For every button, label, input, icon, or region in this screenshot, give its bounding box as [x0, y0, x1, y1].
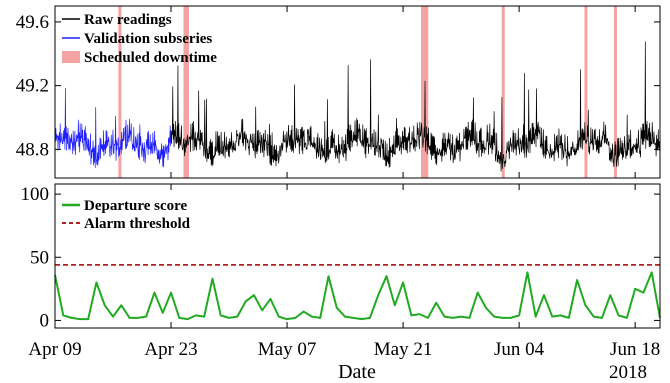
x-tick-label: Jun 04	[494, 339, 545, 360]
top-y-tick-label: 48.8	[16, 139, 49, 160]
x-tick-label: May 07	[258, 339, 317, 360]
legend-raw-label: Raw readings	[84, 12, 172, 28]
bottom-panel: 0 50 100 Departure score Alarm threshold	[21, 183, 661, 331]
top-series-lines	[54, 41, 661, 172]
downtime-band-4	[501, 6, 505, 178]
top-y-ticks: 48.8 49.2 49.6	[16, 12, 660, 160]
top-y-tick-label: 49.2	[16, 76, 49, 97]
bottom-y-tick-label: 0	[40, 310, 50, 331]
bottom-legend: Departure score Alarm threshold	[62, 198, 191, 232]
top-y-tick-label: 49.6	[16, 12, 49, 33]
x-tick-label: May 21	[374, 339, 433, 360]
x-tick-label: Jun 18	[610, 339, 660, 360]
year-label: 2018	[609, 362, 647, 383]
downtime-band-1	[118, 6, 122, 178]
x-axis-title: Date	[338, 361, 376, 383]
x-tick-label: Apr 23	[144, 339, 197, 360]
legend-downtime-label: Scheduled downtime	[84, 50, 217, 66]
downtime-band-6	[613, 6, 617, 178]
bottom-plot-frame	[54, 183, 661, 329]
validation-series-line	[54, 87, 172, 168]
legend-validation-label: Validation subseries	[84, 31, 212, 47]
x-tick-labels: Apr 09 Apr 23 May 07 May 21 Jun 04 Jun 18	[28, 339, 660, 360]
downtime-band-5	[584, 6, 588, 178]
x-tick-label: Apr 09	[28, 339, 81, 360]
departure-score-line	[54, 271, 661, 321]
bottom-series-lines	[54, 263, 661, 321]
top-legend: Raw readings Validation subseries Schedu…	[62, 12, 217, 66]
top-x-ticks	[54, 6, 636, 178]
bottom-y-ticks: 0 50 100	[21, 184, 660, 331]
legend-departure-label: Departure score	[84, 198, 188, 214]
bottom-y-tick-label: 100	[21, 184, 50, 205]
top-panel: 48.8 49.2 49.6 Raw readings Validation sub…	[16, 5, 661, 179]
bottom-y-tick-label: 50	[30, 247, 49, 268]
legend-downtime-swatch	[62, 51, 80, 63]
bottom-x-ticks	[54, 184, 636, 328]
top-plot-frame	[54, 5, 661, 179]
legend-threshold-label: Alarm threshold	[84, 216, 191, 232]
downtime-band-2	[183, 6, 189, 178]
raw-series-line	[170, 41, 661, 172]
